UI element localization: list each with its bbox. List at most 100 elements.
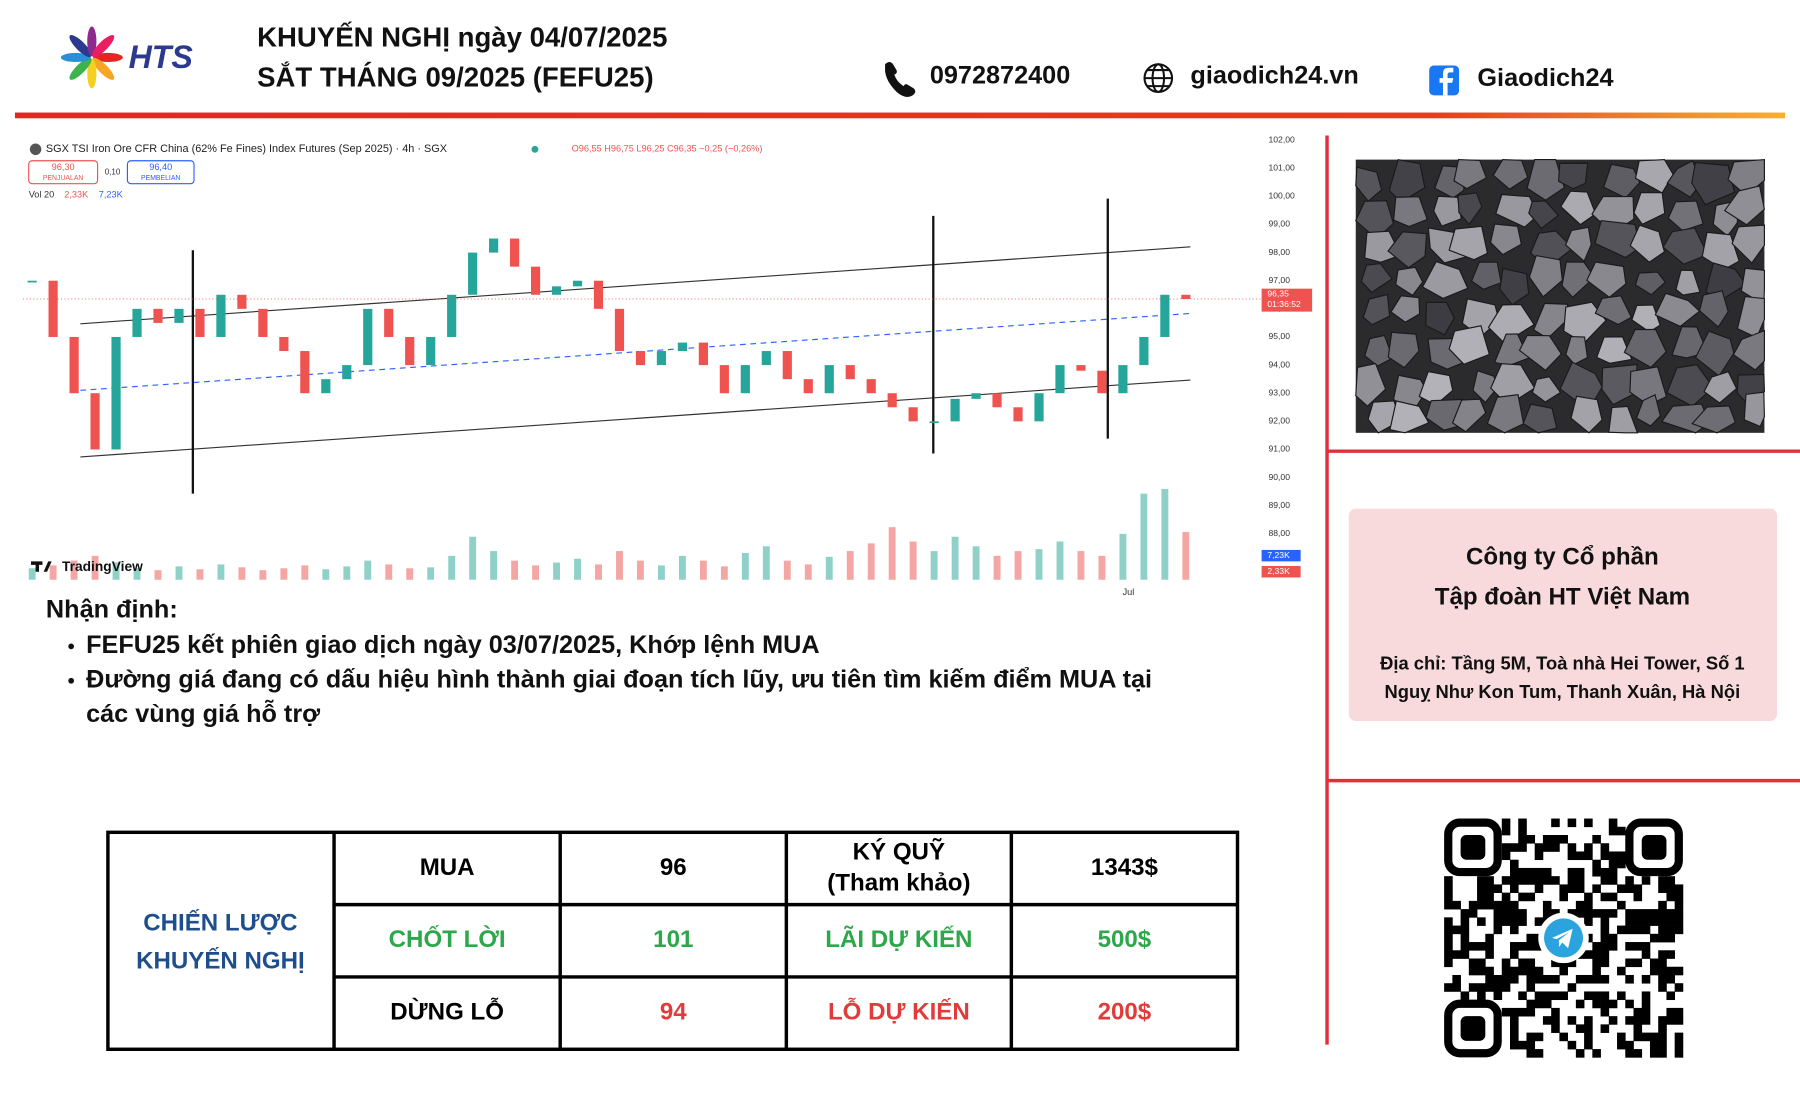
y-tick-label: 88,00 (1268, 528, 1290, 538)
table-cell: 500$ (1098, 926, 1152, 953)
qr-module (1526, 1007, 1536, 1017)
volume-bar (825, 556, 833, 580)
qr-module (1567, 958, 1577, 968)
qr-module (1592, 859, 1601, 869)
qr-module (1477, 876, 1486, 885)
candle (489, 238, 499, 253)
qr-module (1625, 876, 1634, 885)
ore-rock (1570, 395, 1603, 434)
vol-box (1261, 565, 1301, 578)
volume-bar (1035, 549, 1043, 580)
qr-module (1584, 900, 1593, 910)
qr-module (1633, 942, 1643, 951)
qr-module (1460, 933, 1470, 943)
qr-finder (1625, 818, 1683, 877)
qr-module (1542, 867, 1552, 877)
qr-module (1575, 974, 1585, 984)
qr-module (1625, 1040, 1634, 1050)
qr-module (1551, 958, 1560, 968)
y-tick-label: 97,00 (1268, 275, 1290, 285)
ore-rock (1671, 326, 1709, 359)
qr-module (1501, 900, 1511, 910)
qr-module (1658, 950, 1667, 959)
ore-rock (1564, 226, 1592, 263)
volume-bar (49, 565, 57, 580)
qr-module (1674, 925, 1684, 935)
qr-module (1625, 917, 1634, 926)
ore-rock (1486, 394, 1525, 434)
qr-module (1633, 884, 1643, 893)
qr-module (1592, 958, 1601, 968)
qr-module (1575, 867, 1585, 877)
vol-tag: 7,23K (1267, 550, 1290, 560)
candle (698, 342, 708, 366)
qr-module (1600, 876, 1610, 885)
logo-text: HTS (129, 39, 194, 75)
qr-module (1534, 999, 1544, 1009)
qr-module (1510, 974, 1519, 984)
volume-bar (196, 569, 204, 580)
qr-module (1600, 999, 1610, 1009)
bullet-dot (68, 643, 75, 650)
volume-bar (322, 569, 330, 580)
qr-module (1567, 1040, 1577, 1050)
qr-module (1658, 983, 1667, 992)
ore-rock (1666, 160, 1703, 198)
qr-module (1518, 867, 1527, 877)
qr-module (1633, 909, 1643, 918)
qr-module (1674, 983, 1684, 992)
qr-module (1584, 843, 1593, 852)
logo-petal (92, 57, 115, 80)
table-cell: 101 (653, 926, 693, 953)
candle (1055, 365, 1065, 394)
qr-module (1477, 900, 1486, 910)
volume-bar (364, 560, 372, 580)
qr-module (1674, 1016, 1684, 1025)
ore-rock (1489, 223, 1523, 256)
qr-module (1617, 851, 1626, 861)
qr-module (1633, 1049, 1643, 1058)
y-tick-label: 89,00 (1268, 500, 1290, 510)
qr-module (1600, 1024, 1610, 1033)
qr-module (1600, 925, 1610, 935)
candle (551, 286, 562, 295)
qr-module (1600, 867, 1610, 877)
qr-module (1658, 925, 1667, 935)
strategy-table: CHIẾN LƯỢC KHUYẾN NGHỊ MUA 96 KÝ QUỸ (Tham kh… (106, 830, 1240, 1052)
volume-bar (595, 564, 602, 580)
ore-rock (1390, 295, 1421, 323)
volume-bar (280, 568, 288, 580)
qr-module (1501, 892, 1511, 902)
qr-module (1617, 1032, 1626, 1042)
ore-rock (1602, 163, 1641, 199)
qr-module (1649, 966, 1659, 976)
qr-module (1551, 1007, 1560, 1017)
qr-module (1551, 974, 1560, 984)
qr-module (1493, 900, 1503, 910)
qr-module (1444, 884, 1453, 893)
ore-rock (1698, 290, 1729, 328)
qr-module (1658, 1032, 1667, 1042)
logo-petal (69, 35, 92, 58)
candle (216, 294, 226, 337)
qr-module (1518, 1040, 1527, 1050)
volume-bar (951, 536, 959, 580)
qr-module (1600, 950, 1610, 959)
ore-rock (1732, 329, 1765, 371)
qr-module (1460, 950, 1470, 959)
qr-module (1608, 1016, 1618, 1025)
qr-module (1534, 1049, 1544, 1058)
sell-price: 96,30 (52, 162, 75, 172)
qr-module (1633, 1007, 1643, 1017)
y-tick-label: 91,00 (1268, 444, 1290, 454)
qr-module (1633, 925, 1643, 935)
volume-bar (301, 565, 309, 580)
buy-box (126, 160, 195, 185)
qr-module (1501, 974, 1511, 984)
brand: TradingView (62, 559, 143, 574)
analysis-text: các vùng giá hỗ trợ (86, 698, 320, 728)
qr-module (1608, 859, 1618, 869)
table-border (106, 830, 1240, 1052)
qr-module (1633, 1032, 1643, 1042)
qr-module (1501, 826, 1511, 836)
